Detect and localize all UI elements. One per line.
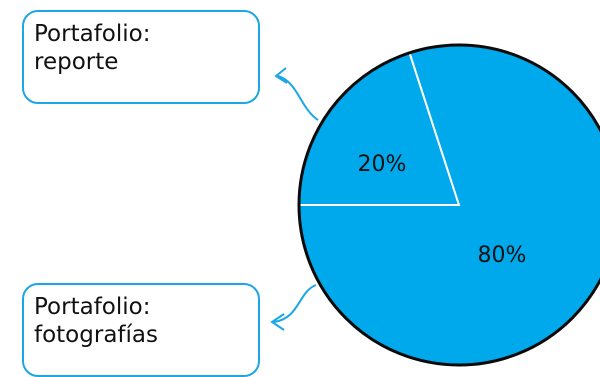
callout-fotos-line1: Portafolio: [34, 294, 151, 320]
slice-label-reporte: 20% [358, 152, 407, 177]
arrow-head-reporte [274, 67, 288, 84]
pie-outline [297, 43, 600, 367]
callout-reporte: Portafolio: reporte [22, 10, 260, 104]
arrow-to-fotos-callout [273, 284, 317, 323]
callout-fotos: Portafolio: fotografías [22, 283, 260, 377]
callout-fotos-line2: fotografías [34, 322, 158, 348]
callout-reporte-line1: Portafolio: [34, 21, 151, 47]
arrow-head-fotos [270, 313, 285, 331]
arrow-to-reporte-callout [277, 75, 319, 121]
slice-label-fotos: 80% [478, 243, 527, 268]
callout-reporte-line2: reporte [34, 49, 119, 75]
